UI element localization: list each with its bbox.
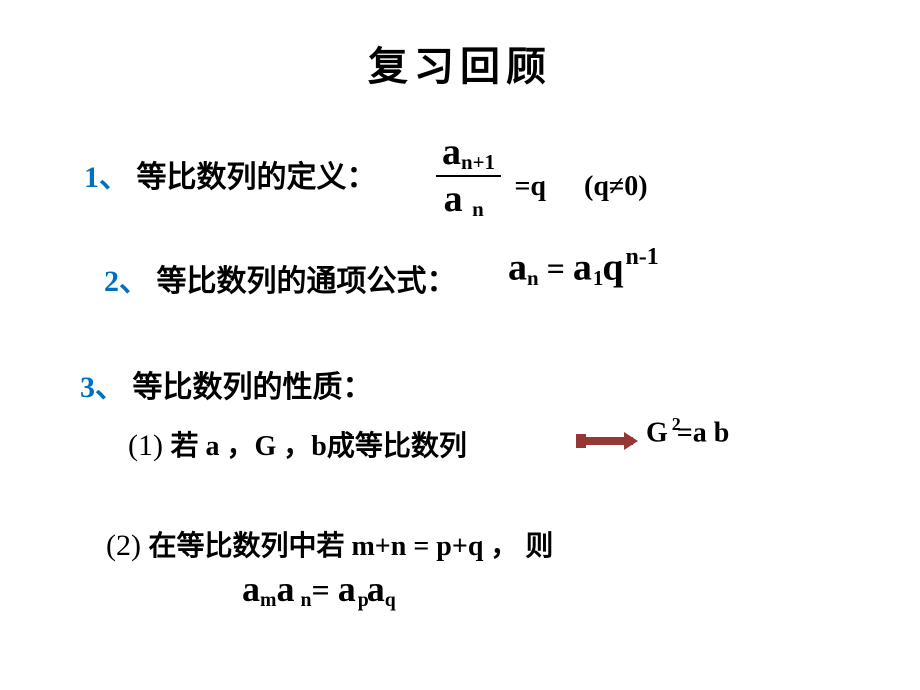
den-a: a bbox=[444, 178, 463, 220]
a1: a bbox=[242, 569, 260, 609]
item-2: 2、 等比数列的通项公式： bbox=[104, 256, 457, 300]
lhs-a: a bbox=[508, 247, 527, 289]
sub2-eq: ama n= apaq bbox=[242, 568, 396, 612]
fraction: an+1 a n bbox=[436, 130, 501, 222]
cond: (q≠0) bbox=[584, 171, 648, 202]
s2: n bbox=[300, 589, 311, 611]
item-2-label: 等比数列的通项公式： bbox=[157, 265, 457, 298]
item-1: 1、 等比数列的定义： bbox=[84, 152, 377, 196]
item-3-label: 等比数列的性质： bbox=[133, 371, 373, 404]
den-sub: n bbox=[472, 197, 484, 221]
slide: 复习回顾 1、 等比数列的定义： an+1 a n =q (q≠0) 2、 等比… bbox=[0, 0, 920, 690]
sub1-text2: 成等比数列 bbox=[327, 431, 467, 462]
s1: m bbox=[260, 589, 276, 611]
item-3: 3、 等比数列的性质： bbox=[80, 362, 373, 406]
item-3-sub1: (1) 若 a ，G ，b成等比数列 bbox=[128, 424, 467, 464]
rhs-a: a bbox=[573, 247, 592, 289]
arrow-head bbox=[624, 432, 638, 450]
item-2-formula: an = a1qn-1 bbox=[508, 244, 657, 291]
rhs-G: G bbox=[646, 418, 668, 449]
item-2-num: 2、 bbox=[104, 265, 149, 298]
rhs-sup2: 2 bbox=[672, 414, 681, 434]
rhs-sup: n-1 bbox=[625, 244, 658, 270]
num-a: a bbox=[442, 131, 461, 173]
s4: q bbox=[385, 589, 396, 611]
eqmid: = bbox=[312, 572, 338, 608]
sub1-idx: (1) bbox=[128, 429, 163, 462]
rhs-q: q bbox=[602, 247, 623, 289]
sub1-text1: 若 a ，G ，b bbox=[170, 431, 326, 462]
implies-arrow-icon bbox=[576, 432, 636, 450]
sub1-rhs: G2=a b bbox=[646, 414, 729, 450]
sub2-text: 在等比数列中若 m+n = p+q ， 则 bbox=[148, 531, 553, 562]
sub2-idx: (2) bbox=[106, 529, 141, 562]
a4: a bbox=[367, 569, 385, 609]
item-1-num: 1、 bbox=[84, 161, 129, 194]
page-title: 复习回顾 bbox=[0, 34, 920, 92]
eq-sign: = bbox=[539, 251, 573, 287]
eq-q: =q bbox=[514, 171, 546, 202]
item-1-formula: an+1 a n =q (q≠0) bbox=[432, 130, 648, 222]
a3: a bbox=[338, 569, 356, 609]
s3: p bbox=[358, 589, 369, 611]
a2: a bbox=[276, 569, 294, 609]
rhs-eqab: =a b bbox=[677, 418, 730, 449]
item-3-sub2: (2) 在等比数列中若 m+n = p+q ， 则 bbox=[106, 524, 553, 564]
rhs-sub1: 1 bbox=[593, 266, 603, 290]
num-sub: n+1 bbox=[461, 150, 495, 174]
item-1-label: 等比数列的定义： bbox=[137, 161, 377, 194]
item-3-num: 3、 bbox=[80, 371, 125, 404]
lhs-sub: n bbox=[527, 266, 539, 290]
